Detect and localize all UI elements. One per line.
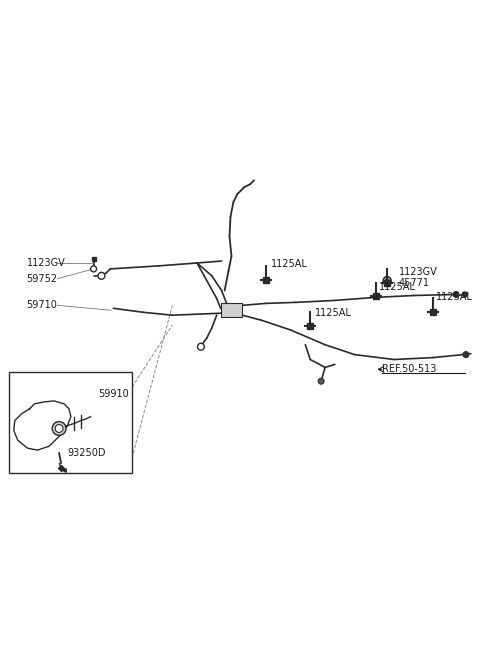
Text: 1125AL: 1125AL	[379, 281, 416, 292]
Text: 45771: 45771	[399, 277, 430, 288]
Circle shape	[318, 379, 324, 384]
Bar	[9, 373, 132, 473]
Circle shape	[383, 277, 391, 285]
Text: 1125AL: 1125AL	[271, 259, 308, 269]
Text: 1123GV: 1123GV	[399, 267, 438, 277]
Circle shape	[52, 422, 66, 436]
Text: REF.50-513: REF.50-513	[382, 364, 437, 375]
Text: 1125AL: 1125AL	[315, 308, 352, 318]
Text: 59752: 59752	[26, 274, 58, 284]
Text: 93250D: 93250D	[67, 448, 106, 458]
Text: 59910: 59910	[98, 389, 129, 399]
Circle shape	[197, 343, 204, 350]
Circle shape	[98, 272, 105, 279]
Circle shape	[462, 292, 468, 297]
Text: 59710: 59710	[26, 300, 58, 310]
Text: 1123GV: 1123GV	[26, 258, 65, 268]
Text: 1125AL: 1125AL	[436, 293, 473, 302]
Circle shape	[463, 352, 469, 358]
Circle shape	[453, 291, 459, 297]
Circle shape	[91, 266, 96, 272]
Bar	[221, 303, 242, 317]
Circle shape	[385, 279, 389, 283]
Circle shape	[55, 424, 63, 432]
